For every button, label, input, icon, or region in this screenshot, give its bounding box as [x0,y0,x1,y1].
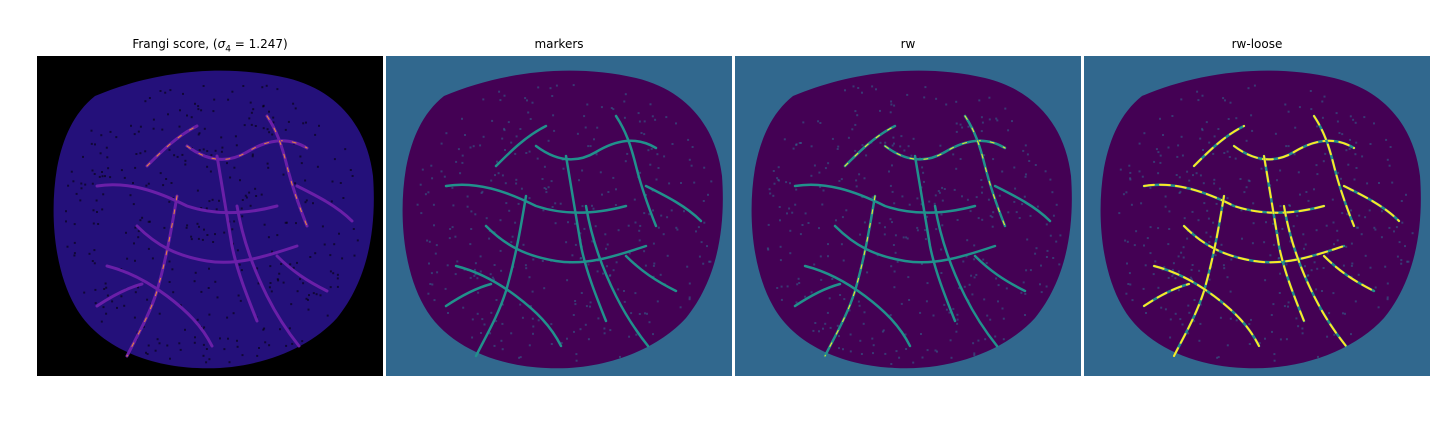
panel-title-frangi: Frangi score, (σ4 = 1.247) [132,37,288,55]
sigma-symbol: σ [217,37,226,51]
panel-rw-loose: rw-loose [1084,37,1430,376]
markers-image [386,56,732,376]
sigma-subscript: 4 [225,44,231,55]
panel-rw: rw [735,37,1081,376]
rw-image [735,56,1081,376]
frangi-score-image [37,56,383,376]
rw-loose-image [1084,56,1430,376]
panel-title-rw-loose: rw-loose [1231,37,1283,51]
panel-markers: markers [386,37,732,376]
panel-title-markers: markers [534,37,584,51]
panel-title-rw: rw [900,37,916,51]
panel-frangi: Frangi score, (σ4 = 1.247) [37,37,383,376]
